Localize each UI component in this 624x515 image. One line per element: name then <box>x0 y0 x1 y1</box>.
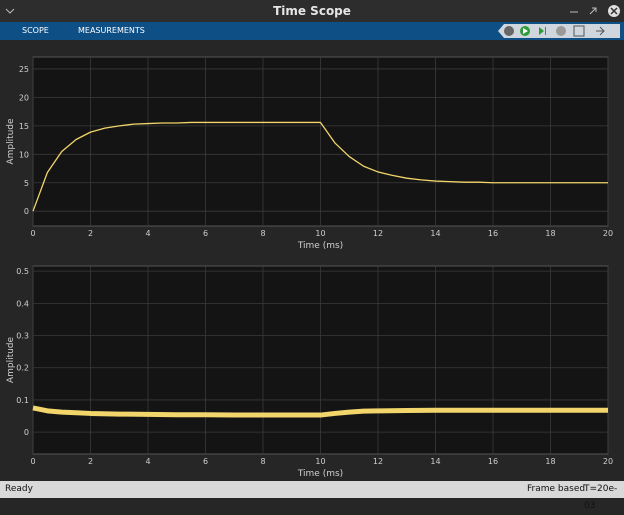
x-tick-label: 0 <box>30 457 35 466</box>
y-tick-label: 0.3 <box>16 332 29 341</box>
x-tick-label: 16 <box>488 229 498 238</box>
x-tick-label: 18 <box>545 457 555 466</box>
close-icon <box>610 7 618 15</box>
stop-button[interactable] <box>556 26 566 36</box>
x-tick-label: 14 <box>430 229 440 238</box>
x-tick-label: 8 <box>260 457 265 466</box>
x-axis-label: Time (ms) <box>297 469 343 479</box>
run-icon <box>523 28 528 34</box>
undock-button[interactable] <box>596 26 605 36</box>
x-tick-label: 8 <box>260 229 265 238</box>
x-tick-label: 6 <box>203 457 208 466</box>
x-tick-label: 14 <box>430 457 440 466</box>
window-title: Time Scope <box>273 4 351 18</box>
y-tick-label: 5 <box>24 179 29 188</box>
data-line <box>32 121 608 212</box>
y-tick-label: 25 <box>19 65 29 74</box>
y-axis-label: Amplitude <box>6 336 16 383</box>
status-text: Ready <box>5 484 33 494</box>
y-tick-label: 0.1 <box>16 396 29 405</box>
x-tick-label: 6 <box>203 229 208 238</box>
x-tick-label: 12 <box>373 229 383 238</box>
y-axis-label: Amplitude <box>6 118 16 165</box>
status-mode: Frame based <box>527 484 586 494</box>
tab[interactable]: SCOPE <box>22 26 49 35</box>
x-tick-label: 0 <box>30 229 35 238</box>
status-bar: Ready Frame based T=20e-03 <box>0 481 624 511</box>
dock-button[interactable] <box>573 25 585 37</box>
y-tick-label: 0.2 <box>16 364 29 373</box>
y-tick-label: 0 <box>24 207 29 216</box>
y-tick-label: 15 <box>19 122 29 131</box>
window-controls <box>5 5 620 17</box>
settings-button[interactable] <box>504 26 514 36</box>
x-tick-label: 10 <box>315 457 325 466</box>
y-tick-label: 10 <box>19 150 29 159</box>
x-axis-label: Time (ms) <box>297 241 343 251</box>
maximize-button[interactable] <box>589 7 597 15</box>
tab[interactable]: MEASUREMENTS <box>78 26 145 35</box>
plot-area: 0 2 4 6 8 10 12 14 16 18 20 0 5 10 15 20 25 Time (ms) Ampl… <box>0 40 624 481</box>
status-time: T=20e-03 <box>584 484 618 511</box>
y-tick-label: 0.4 <box>16 299 29 308</box>
title-bar: Time Scope <box>0 0 624 22</box>
x-tick-label: 12 <box>373 457 383 466</box>
y-tick-label: 0.5 <box>16 267 29 276</box>
x-tick-label: 4 <box>145 229 150 238</box>
x-tick-label: 2 <box>88 457 93 466</box>
x-tick-label: 10 <box>315 229 325 238</box>
data-line <box>32 405 608 418</box>
menu-button[interactable] <box>5 8 15 14</box>
x-tick-label: 18 <box>545 229 555 238</box>
x-tick-label: 20 <box>603 457 613 466</box>
y-tick-label: 20 <box>19 93 29 102</box>
x-tick-label: 4 <box>145 457 150 466</box>
toolbar-buttons <box>498 24 620 38</box>
x-tick-label: 2 <box>88 229 93 238</box>
y-tick-label: 0 <box>24 428 29 437</box>
x-tick-label: 20 <box>603 229 613 238</box>
x-tick-label: 16 <box>488 457 498 466</box>
step-button[interactable] <box>539 27 546 35</box>
toolstrip: SCOPE MEASUREMENTS <box>0 22 624 40</box>
